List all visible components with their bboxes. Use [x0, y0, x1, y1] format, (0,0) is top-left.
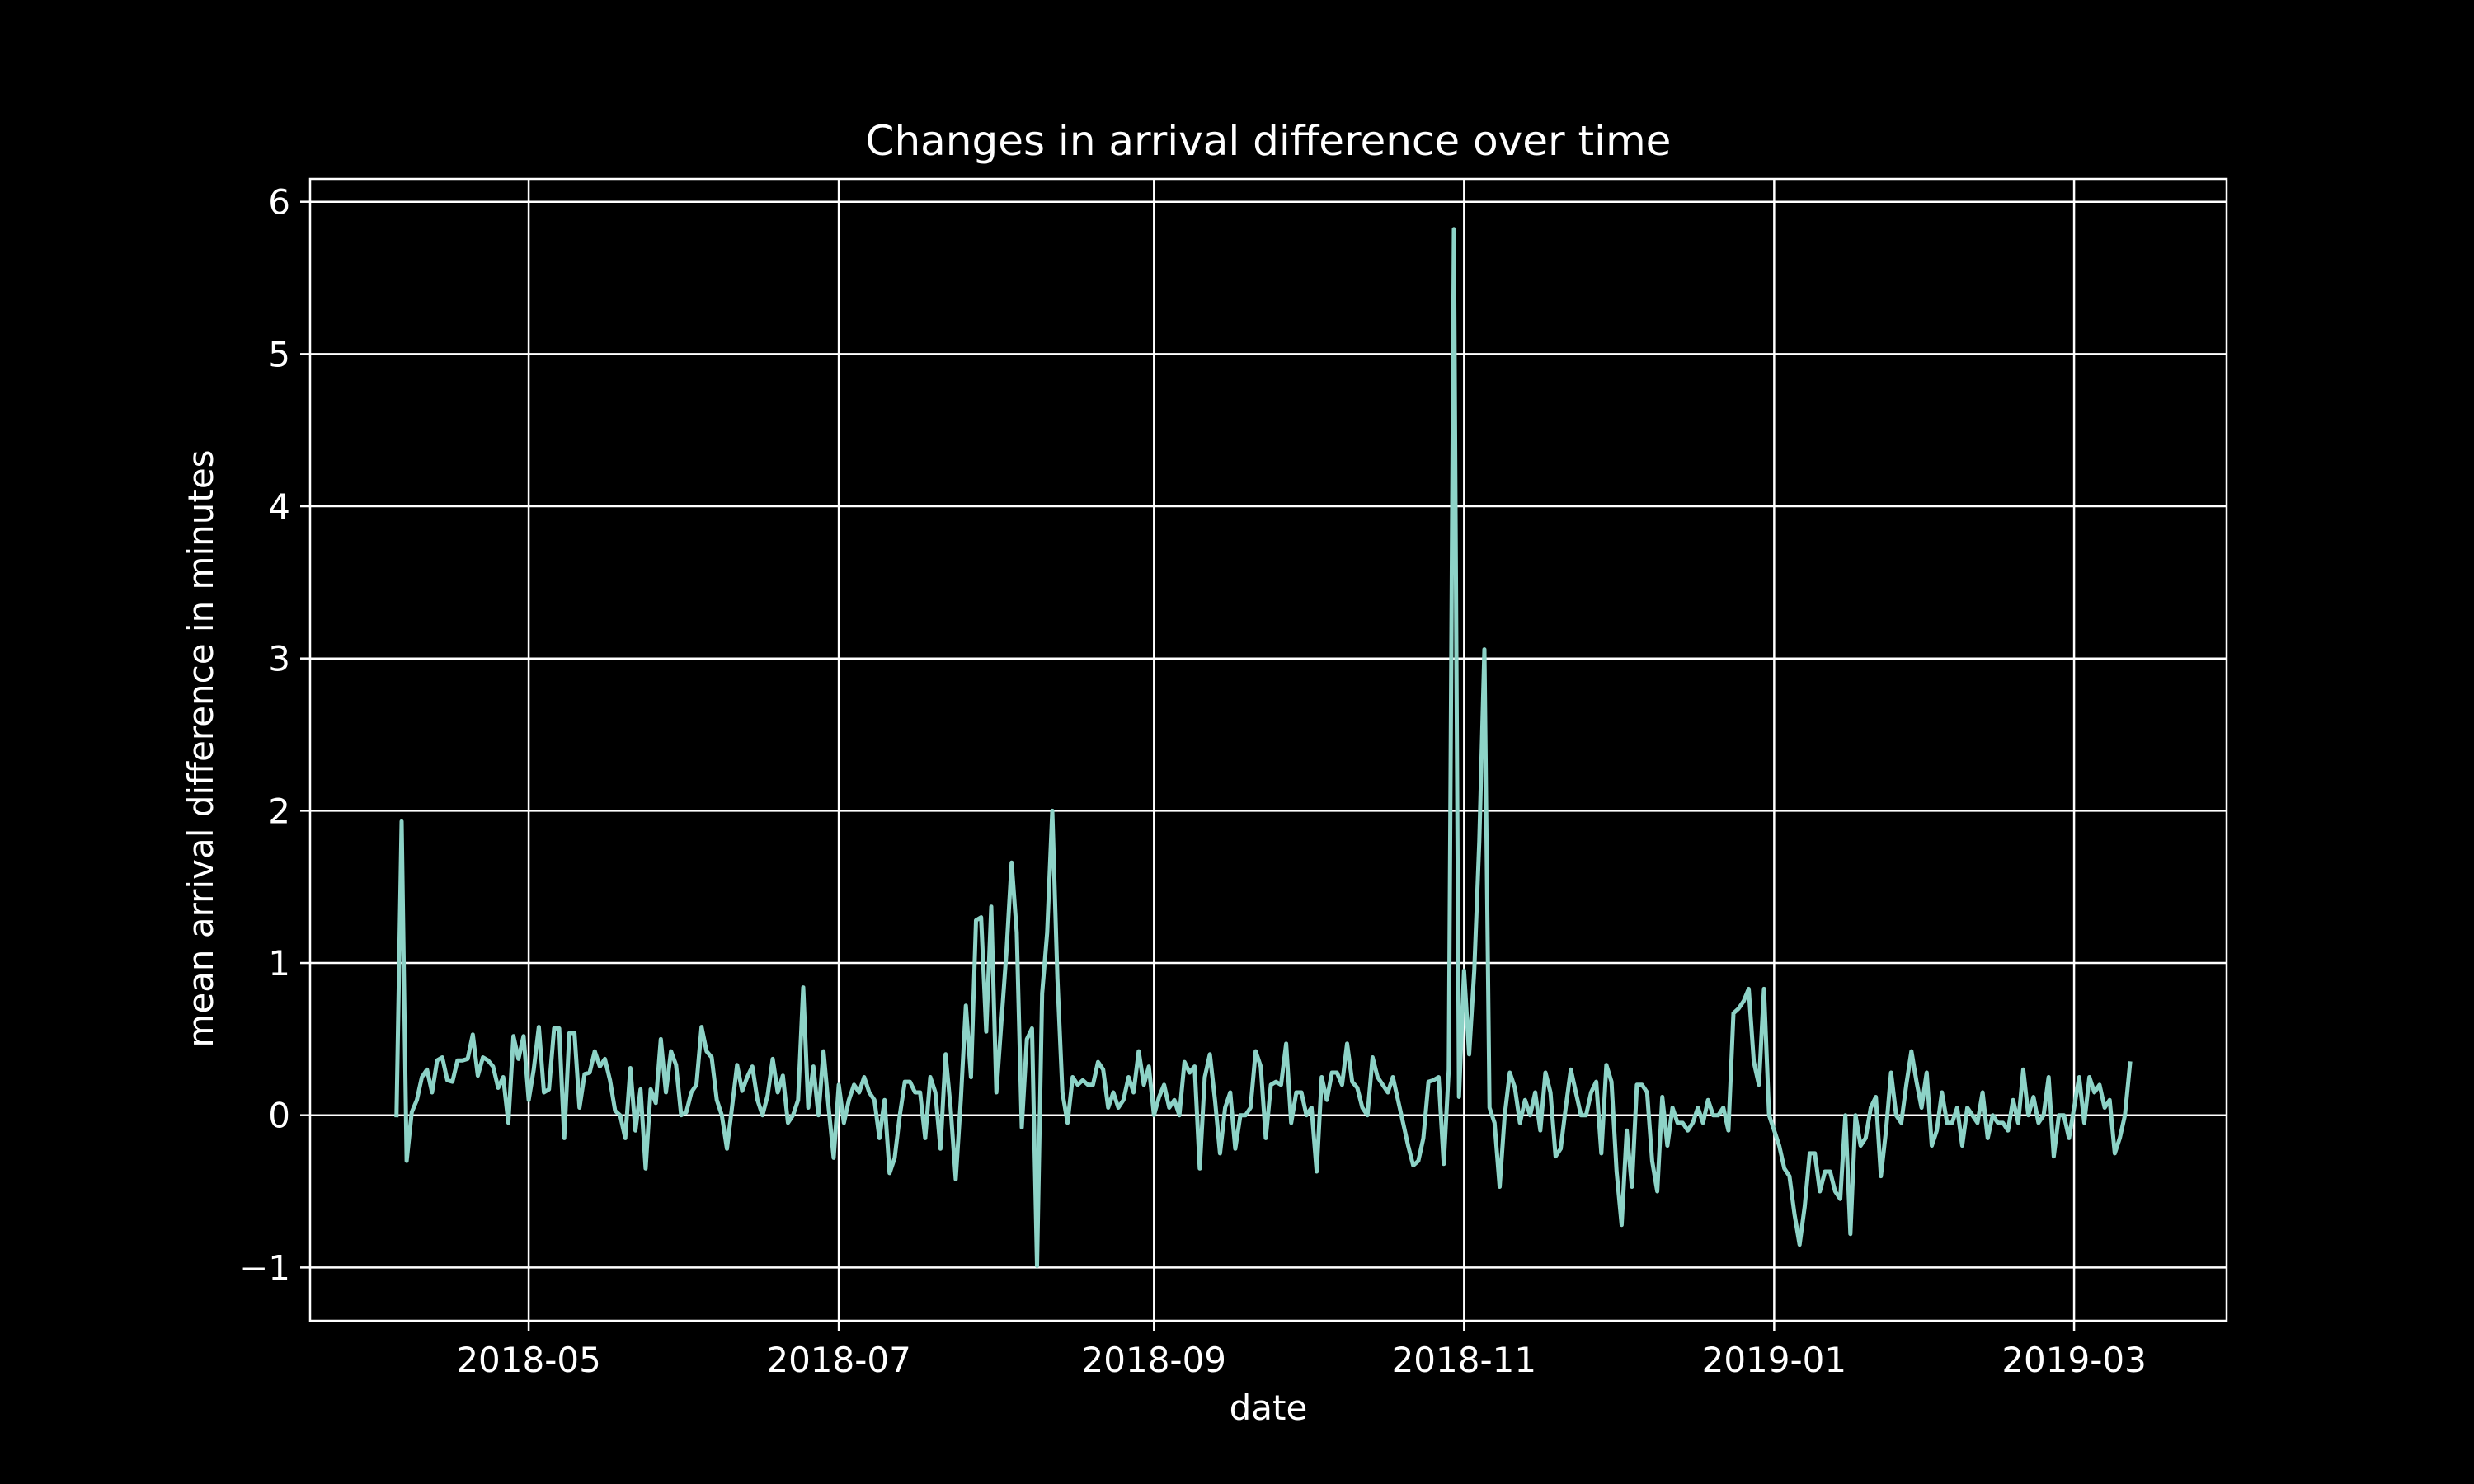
y-tick-label: 5 — [268, 334, 290, 374]
x-tick-label: 2018-05 — [456, 1340, 601, 1380]
y-tick-label: 0 — [268, 1096, 290, 1136]
tick-layer: 2018-05 2018-07 2018-09 2018-11 2019-01 2019-… — [239, 182, 2147, 1380]
y-axis-label: mean arrival difference in minutes — [181, 449, 221, 1047]
y-tick-label: 2 — [268, 791, 290, 831]
x-tick-label: 2018-07 — [766, 1340, 911, 1380]
x-tick-label: 2019-01 — [1702, 1340, 1847, 1380]
y-tick-label: −1 — [239, 1247, 290, 1288]
x-axis-label: date — [1230, 1388, 1308, 1428]
y-tick-label: 1 — [268, 943, 290, 984]
grid-layer — [310, 179, 2227, 1321]
x-tick-label: 2018-11 — [1392, 1340, 1537, 1380]
x-tick-label: 2019-03 — [2001, 1340, 2147, 1380]
plot-frame — [308, 177, 2228, 1322]
x-tick-label: 2018-09 — [1082, 1340, 1227, 1380]
y-tick-label: 3 — [268, 639, 290, 679]
series-layer — [394, 227, 2133, 1268]
y-tick-label: 6 — [268, 182, 290, 223]
series-line — [394, 227, 2133, 1268]
chart-title: Changes in arrival difference over time — [866, 117, 1672, 165]
y-tick-label: 4 — [268, 486, 290, 527]
